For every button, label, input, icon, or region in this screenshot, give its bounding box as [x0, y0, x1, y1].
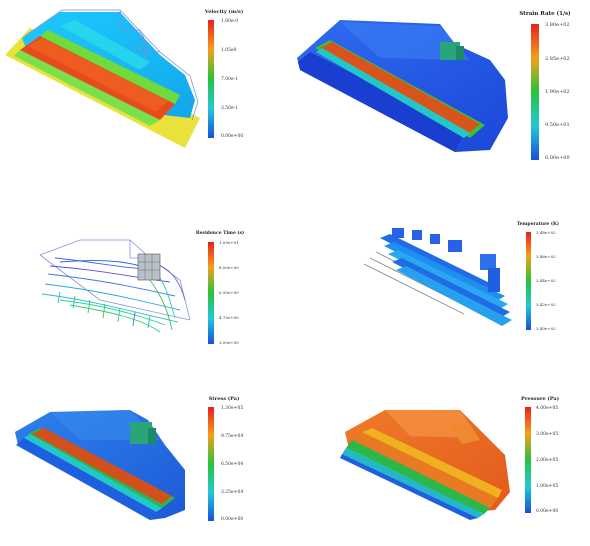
- residence-time-tick-label: 8.00e+00: [219, 265, 239, 270]
- stress-tick-label: 9.75e+04: [221, 434, 244, 439]
- stress-tick-label: 0.00e+00: [221, 517, 244, 522]
- velocity-tick-label: 1.05e0: [221, 48, 237, 53]
- velocity-colorbar: [208, 20, 214, 138]
- strain-rate-colorbar: [531, 24, 539, 160]
- stress-tick-label: 3.25e+04: [221, 490, 244, 495]
- velocity-tick-label: 0.00e+00: [221, 134, 244, 139]
- pressure-colorbar: [525, 407, 531, 513]
- residence-time-tick-label: 1.05e+01: [219, 240, 239, 245]
- velocity-tick-label: 7.00e-1: [221, 77, 239, 82]
- residence-time-tick-label: 6.50e+00: [219, 290, 239, 295]
- stress-plot: [15, 410, 185, 520]
- residence-time-colorbar: [208, 242, 214, 344]
- pressure-tick-label: 2.00e+05: [536, 458, 559, 463]
- velocity-tick-label: 3.50e-1: [221, 106, 239, 111]
- strain-rate-tick-label: 2.85e+02: [545, 56, 570, 62]
- residence-time-tick-label: 4.75e+00: [219, 315, 239, 320]
- temperature-plot: [363, 228, 512, 326]
- residence-time-colorbar-title: Residence Time (s): [195, 231, 245, 236]
- residence-time-plot: [39, 239, 191, 333]
- pressure-colorbar-title: Pressure (Pa): [521, 396, 559, 402]
- pressure-tick-label: 0.00e+00: [536, 509, 559, 514]
- temperature-tick-label: 3.42e+02: [536, 302, 556, 307]
- pressure-tick-label: 1.00e+05: [536, 484, 559, 489]
- velocity-tick-label: 1.60e-0: [221, 19, 239, 24]
- stress-tick-label: 6.50e+04: [221, 462, 244, 467]
- strain-rate-tick-label: 9.50e+01: [545, 122, 570, 128]
- velocity-plot: [5, 9, 200, 148]
- pressure-plot: [340, 410, 510, 520]
- strain-rate-tick-label: 3.80e+02: [545, 22, 570, 28]
- strain-rate-plot: [297, 20, 508, 152]
- strain-rate-tick-label: 0.00e+00: [545, 155, 570, 161]
- stress-colorbar-title: Stress (Pa): [208, 396, 240, 402]
- temperature-tick-label: 3.46e+02: [536, 254, 556, 259]
- residence-time-tick-label: 3.00e+00: [219, 340, 239, 345]
- temperature-tick-label: 3.44e+02: [536, 278, 556, 283]
- temperature-colorbar: [526, 232, 531, 330]
- temperature-colorbar-title: Temperature (K): [516, 222, 560, 227]
- temperature-tick-label: 3.48e+02: [536, 230, 556, 235]
- velocity-colorbar-title: Velocity (m/s): [204, 9, 244, 15]
- strain-rate-tick-label: 1.90e+02: [545, 89, 570, 95]
- pressure-tick-label: 4.00e+05: [536, 406, 559, 411]
- strain-rate-colorbar-title: Strain Rate (1/s): [519, 11, 571, 17]
- stress-colorbar: [208, 407, 214, 521]
- temperature-tick-label: 3.40e+02: [536, 326, 556, 331]
- pressure-tick-label: 3.00e+05: [536, 432, 559, 437]
- stress-tick-label: 1.30e+05: [221, 406, 244, 411]
